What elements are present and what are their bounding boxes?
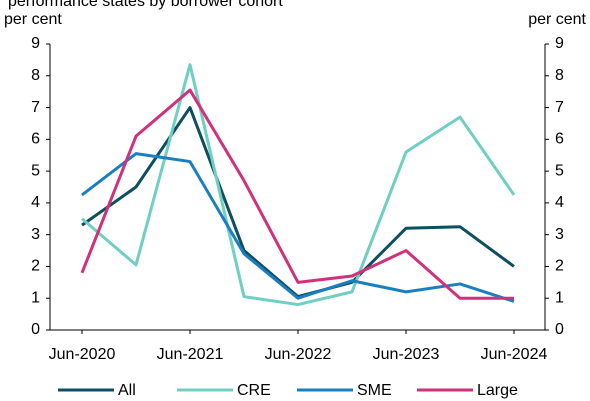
y2-tick-label: 6	[555, 131, 564, 148]
legend-label: Large	[477, 382, 518, 399]
y-tick-label: 7	[31, 99, 40, 116]
y2-axis-label: per cent	[528, 11, 586, 28]
legend-label: All	[118, 382, 136, 399]
line-series	[81, 152, 515, 303]
y2-tick-label: 1	[555, 289, 564, 306]
y-tick-label: 1	[31, 289, 40, 306]
y-axis-label: per cent	[4, 11, 62, 28]
legend-label: CRE	[237, 382, 271, 399]
x-tick-label: Jun-2022	[265, 346, 332, 363]
y2-tick-label: 0	[555, 321, 564, 338]
y2-tick-label: 7	[555, 99, 564, 116]
y-tick-label: 0	[31, 321, 40, 338]
legend-label: SME	[357, 382, 392, 399]
y-tick-label: 8	[31, 67, 40, 84]
line-series	[81, 106, 515, 299]
line-series	[81, 63, 516, 307]
y2-tick-label: 9	[555, 35, 564, 52]
x-tick-label: Jun-2020	[49, 346, 116, 363]
line-series	[80, 88, 514, 300]
y-tick-label: 2	[31, 258, 40, 275]
y-tick-label: 6	[31, 131, 40, 148]
chart-title: performance states by borrower cohort	[8, 0, 283, 10]
y2-tick-label: 3	[555, 226, 564, 243]
x-tick-label: Jun-2021	[157, 346, 224, 363]
y2-tick-label: 2	[555, 258, 564, 275]
x-tick-label: Jun-2023	[373, 346, 440, 363]
y2-tick-label: 5	[555, 162, 564, 179]
y2-tick-label: 8	[555, 67, 564, 84]
y-tick-label: 9	[31, 35, 40, 52]
y-tick-label: 3	[31, 226, 40, 243]
x-tick-label: Jun-2024	[481, 346, 548, 363]
y-tick-label: 4	[31, 194, 40, 211]
y-tick-label: 5	[31, 162, 40, 179]
y2-tick-label: 4	[555, 194, 564, 211]
